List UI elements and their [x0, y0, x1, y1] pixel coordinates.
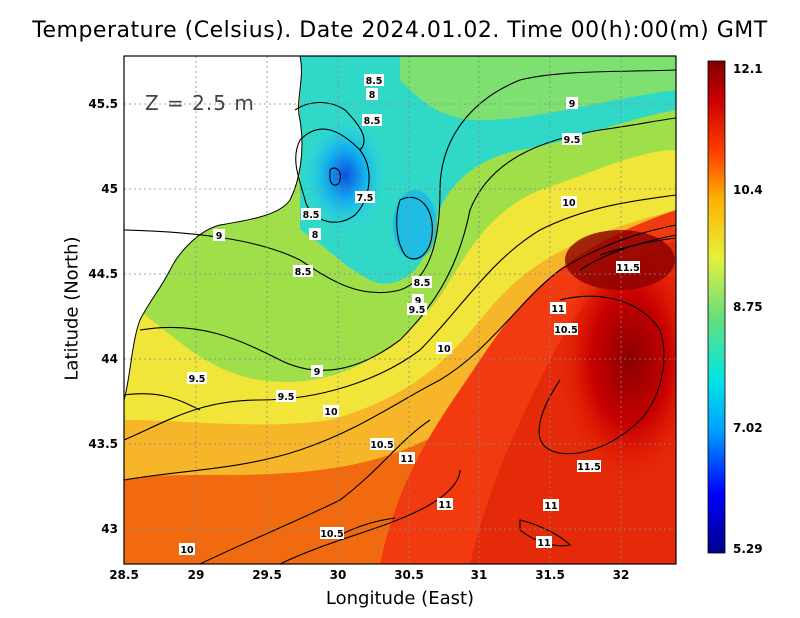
contour-label: 11: [399, 452, 415, 465]
colorbar-tick-label: 7.02: [733, 421, 763, 435]
y-tick-label: 45.5: [88, 97, 118, 111]
temperature-field: [124, 56, 676, 564]
svg-text:9: 9: [216, 231, 223, 242]
svg-text:8.5: 8.5: [295, 267, 312, 278]
svg-text:11: 11: [438, 500, 451, 511]
svg-text:9.5: 9.5: [564, 135, 581, 146]
contour-label: 8: [366, 88, 378, 101]
y-tick-label: 45: [101, 182, 118, 196]
svg-text:11.5: 11.5: [577, 462, 600, 473]
svg-text:8.5: 8.5: [364, 116, 381, 127]
x-tick-label: 28.5: [109, 568, 139, 582]
contour-label: 10.5: [554, 323, 578, 336]
svg-text:10: 10: [324, 407, 338, 418]
x-tick-label: 32: [613, 568, 630, 582]
contour-label: 9.5: [407, 303, 427, 316]
plot-frame: [123, 55, 677, 565]
svg-text:7.5: 7.5: [357, 193, 374, 204]
contour-label: 8.5: [362, 114, 382, 127]
x-tick-label: 29: [188, 568, 205, 582]
svg-text:10.5: 10.5: [320, 529, 343, 540]
y-axis-label: Latitude (North): [61, 236, 83, 381]
contour-label: 8.5: [364, 74, 384, 87]
contour-label: 9: [566, 97, 578, 110]
contour-lines: [124, 69, 676, 564]
y-tick-label: 43.5: [88, 437, 118, 451]
colorbar-tick-label: 5.29: [733, 542, 763, 556]
x-axis-label: Longitude (East): [325, 588, 475, 609]
svg-text:9: 9: [314, 367, 321, 378]
y-tick-label: 43: [101, 522, 118, 536]
contour-label: 8.5: [412, 276, 432, 289]
chart-title: Temperature (Celsius). Date 2024.01.02. …: [32, 18, 768, 43]
depth-label: Z = 2.5 m: [145, 91, 255, 115]
contour-label: 11: [536, 536, 552, 549]
y-axis-ticks: 45.5 45 44.5 44 43.5 43: [88, 97, 118, 536]
contour-label: 10: [323, 405, 339, 418]
svg-text:8: 8: [312, 230, 319, 241]
contour-label: 10: [436, 342, 452, 355]
svg-text:11.5: 11.5: [616, 263, 639, 274]
x-tick-label: 31: [471, 568, 488, 582]
svg-text:10: 10: [180, 545, 194, 556]
colorbar-ticks: 12.1 10.4 8.75 7.02 5.29: [733, 62, 763, 556]
svg-text:11: 11: [400, 454, 413, 465]
contour-label: 11.5: [616, 261, 640, 274]
colorbar-tick-label: 12.1: [733, 62, 763, 76]
svg-text:9: 9: [569, 99, 576, 110]
svg-text:9.5: 9.5: [278, 392, 295, 403]
grid-lines: [124, 56, 676, 564]
svg-text:11: 11: [537, 538, 550, 549]
contour-label: 8.5: [293, 265, 313, 278]
svg-text:9.5: 9.5: [409, 305, 426, 316]
contour-label: 9: [311, 365, 323, 378]
svg-text:10: 10: [437, 344, 451, 355]
svg-text:10.5: 10.5: [554, 325, 577, 336]
contour-label: 10.5: [320, 527, 344, 540]
svg-text:8.5: 8.5: [303, 210, 320, 221]
contour-label: 8.5: [301, 208, 321, 221]
svg-text:11: 11: [544, 501, 557, 512]
svg-text:8.5: 8.5: [366, 76, 383, 87]
x-axis-ticks: 28.5 29 29.5 30 30.5 31 31.5 32: [109, 568, 629, 582]
svg-text:11: 11: [551, 304, 564, 315]
contour-label: 9.5: [187, 372, 207, 385]
svg-text:8.5: 8.5: [414, 278, 431, 289]
contour-label: 9.5: [276, 390, 296, 403]
contour-label: 10: [179, 543, 195, 556]
contour-label: 10: [561, 196, 577, 209]
colorbar: [707, 60, 726, 554]
contour-label: 11: [543, 499, 559, 512]
contour-label: 7.5: [355, 191, 375, 204]
contour-label-group: 8.5 8 8.5 9 9.5 10 7.5 8.5 8 9 8.5 8.5 9…: [179, 74, 640, 556]
colorbar-tick-label: 10.4: [733, 183, 763, 197]
contour-label: 11.5: [577, 460, 601, 473]
x-tick-label: 30.5: [394, 568, 424, 582]
colorbar-tick-label: 8.75: [733, 300, 763, 314]
svg-text:8: 8: [369, 90, 376, 101]
contour-label: 9.5: [562, 133, 582, 146]
svg-text:9: 9: [415, 296, 422, 307]
contour-label: 11: [437, 498, 453, 511]
svg-text:9.5: 9.5: [189, 374, 206, 385]
y-tick-label: 44.5: [88, 267, 118, 281]
x-tick-label: 30: [330, 568, 347, 582]
svg-text:10.5: 10.5: [370, 440, 393, 451]
contour-label: 8: [309, 228, 321, 241]
contour-label: 9: [213, 229, 225, 242]
y-tick-label: 44: [101, 352, 118, 366]
contour-label: 10.5: [370, 438, 394, 451]
contour-label: 11: [550, 302, 566, 315]
svg-text:10: 10: [562, 198, 576, 209]
x-tick-label: 29.5: [252, 568, 282, 582]
x-tick-label: 31.5: [535, 568, 565, 582]
